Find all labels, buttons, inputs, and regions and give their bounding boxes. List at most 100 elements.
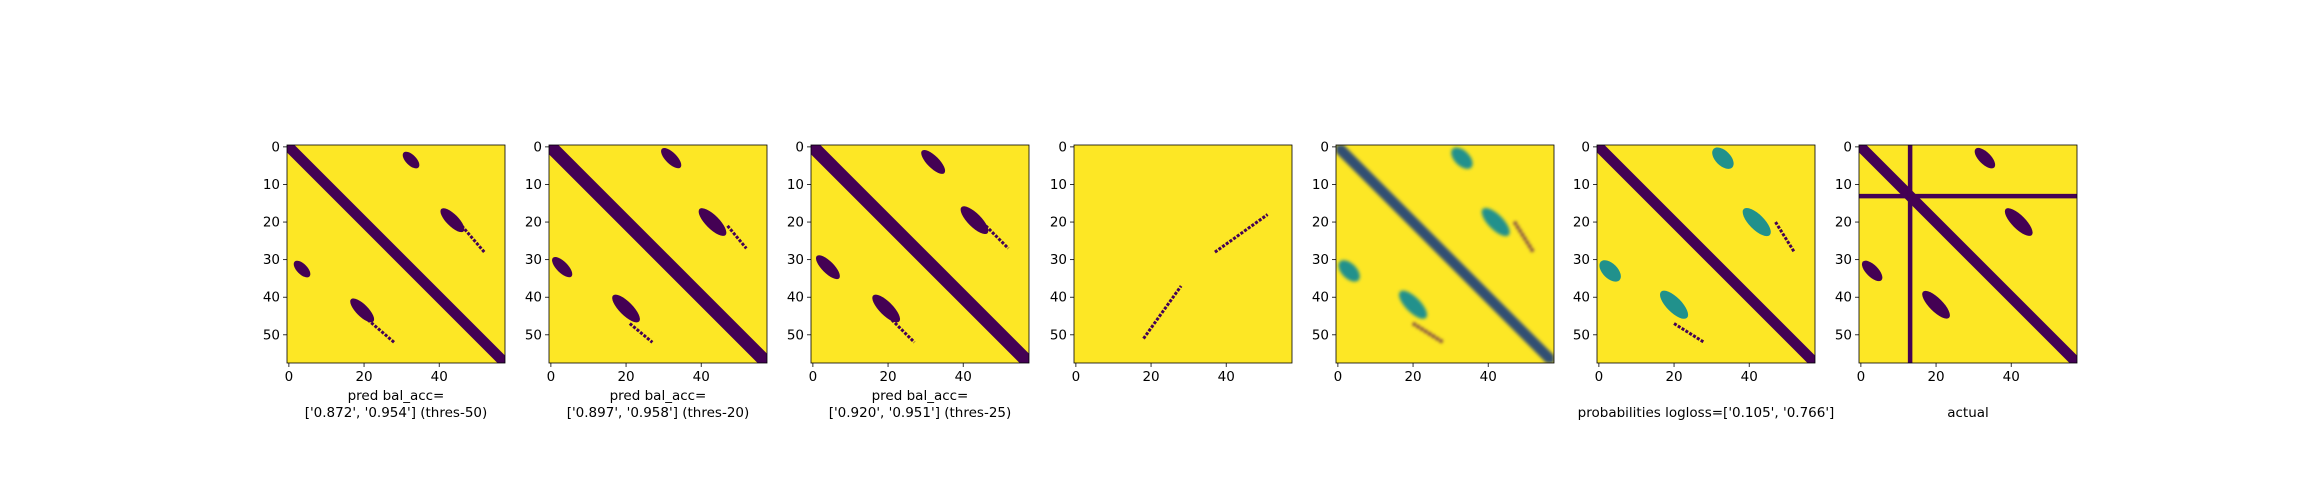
blob-4	[1659, 290, 1689, 319]
x-tick-label: 0	[1334, 369, 1343, 385]
blob-2	[1861, 260, 1883, 282]
x-axis-label: ['0.872', '0.954'] (thres-50)	[305, 405, 488, 421]
thin-line-1	[1142, 285, 1183, 340]
x-tick-label: 40	[1218, 369, 1235, 385]
blob-3	[440, 208, 465, 233]
axes-frame	[548, 144, 768, 364]
x-tick-label: 20	[1142, 369, 1159, 385]
y-tick-label: 50	[1573, 327, 1590, 343]
y-tick-label: 0	[533, 139, 542, 155]
thin-line-1	[890, 318, 916, 344]
heatmap-panel-1: 0 10 20 30 40 50 0 20 40 pred bal_acc=['0.872', '…	[263, 139, 506, 421]
heatmap-marks	[1142, 213, 1269, 340]
thin-line-2	[1513, 221, 1535, 253]
axes-frame	[1858, 144, 2078, 364]
x-axis-label: pred bal_acc=	[348, 388, 445, 404]
y-tick-label: 40	[1835, 290, 1852, 306]
blob-4	[350, 298, 375, 323]
heatmap-marks	[287, 145, 505, 363]
y-tick-label: 10	[1573, 177, 1590, 193]
blob-3	[1481, 207, 1510, 237]
x-tick-label: 40	[1480, 369, 1497, 385]
thin-line-1	[1412, 322, 1444, 344]
y-tick-label: 30	[1312, 252, 1329, 268]
cross-row	[1859, 193, 2077, 199]
x-axis-label: ['0.920', '0.951'] (thres-25)	[829, 405, 1012, 421]
x-tick-label: 20	[1665, 369, 1682, 385]
y-tick-label: 30	[525, 252, 542, 268]
x-tick-label: 40	[1741, 369, 1758, 385]
heatmap-panel-2: 0 10 20 30 40 50 0 20 40 pred bal_acc=['0.897', '…	[525, 139, 768, 421]
blob-4	[1398, 290, 1428, 319]
heatmap-marks	[1336, 145, 1554, 363]
blob-2	[552, 257, 573, 278]
blob-3	[1742, 207, 1771, 237]
blob-1	[1712, 147, 1734, 169]
y-tick-label: 20	[1050, 215, 1067, 231]
heatmap-panel-4: 0 10 20 30 40 50 0 20 40	[1050, 139, 1293, 385]
y-tick-label: 0	[1320, 139, 1329, 155]
blob-3	[698, 208, 727, 236]
diagonal-band	[811, 145, 1029, 363]
y-tick-label: 20	[525, 215, 542, 231]
x-tick-label: 0	[1072, 369, 1081, 385]
x-tick-label: 20	[1927, 369, 1944, 385]
heatmap-panel-7: 0 10 20 30 40 50 0 20 40 actual	[1835, 139, 2078, 421]
x-tick-label: 0	[1857, 369, 1866, 385]
x-tick-label: 40	[2003, 369, 2020, 385]
blob-1	[1451, 147, 1473, 169]
x-axis-label: ['0.897', '0.958'] (thres-20)	[567, 405, 750, 421]
x-tick-label: 20	[355, 369, 372, 385]
y-tick-label: 10	[525, 177, 542, 193]
heatmap-cells	[1859, 145, 2077, 363]
y-tick-label: 50	[263, 327, 280, 343]
x-axis-label: probabilities logloss=['0.105', '0.766']	[1578, 405, 1835, 421]
y-tick-label: 20	[263, 215, 280, 231]
y-tick-label: 30	[1050, 252, 1067, 268]
heatmap-cells	[1597, 145, 1815, 363]
x-tick-label: 0	[285, 369, 294, 385]
y-tick-label: 30	[1835, 252, 1852, 268]
y-tick-label: 30	[1573, 252, 1590, 268]
y-tick-label: 10	[787, 177, 804, 193]
heatmap-panel-5: 0 10 20 30 40 50 0 20 40	[1312, 139, 1555, 385]
axes-frame	[286, 144, 506, 364]
heatmap-background	[1074, 145, 1292, 363]
x-tick-label: 0	[809, 369, 818, 385]
y-tick-label: 40	[525, 290, 542, 306]
y-tick-label: 40	[263, 290, 280, 306]
diagonal-halo	[1336, 145, 1554, 363]
y-tick-label: 50	[1050, 327, 1067, 343]
heatmap-cells	[1074, 145, 1292, 363]
x-tick-label: 40	[693, 369, 710, 385]
x-axis-label: actual	[1947, 405, 1989, 421]
x-tick-label: 20	[879, 369, 896, 385]
blob-2	[1599, 260, 1621, 282]
y-tick-label: 10	[1050, 177, 1067, 193]
axes-frame	[1335, 144, 1555, 364]
x-axis-label: pred bal_acc=	[610, 388, 707, 404]
y-tick-label: 30	[787, 252, 804, 268]
y-tick-label: 40	[1050, 290, 1067, 306]
heatmap-marks	[1597, 145, 1815, 363]
y-tick-label: 20	[1835, 215, 1852, 231]
heatmap-cells	[1336, 145, 1554, 363]
heatmap-marks	[1859, 145, 2077, 363]
heatmap-cells	[549, 145, 767, 363]
blob-1	[921, 149, 946, 174]
heatmap-marks	[549, 145, 767, 363]
blob-4	[612, 294, 640, 323]
diagonal-band	[1859, 145, 2077, 363]
blob-4	[1922, 290, 1950, 319]
x-tick-label: 20	[617, 369, 634, 385]
heatmap-cells	[287, 145, 505, 363]
x-axis-label: pred bal_acc=	[872, 388, 969, 404]
thin-line-2	[1214, 213, 1269, 254]
y-tick-label: 40	[1312, 290, 1329, 306]
thin-line-2	[460, 224, 486, 254]
heatmap-marks	[811, 145, 1029, 363]
thin-line-2	[1774, 221, 1796, 253]
axes-frame	[810, 144, 1030, 364]
y-tick-label: 10	[263, 177, 280, 193]
y-tick-label: 50	[787, 327, 804, 343]
